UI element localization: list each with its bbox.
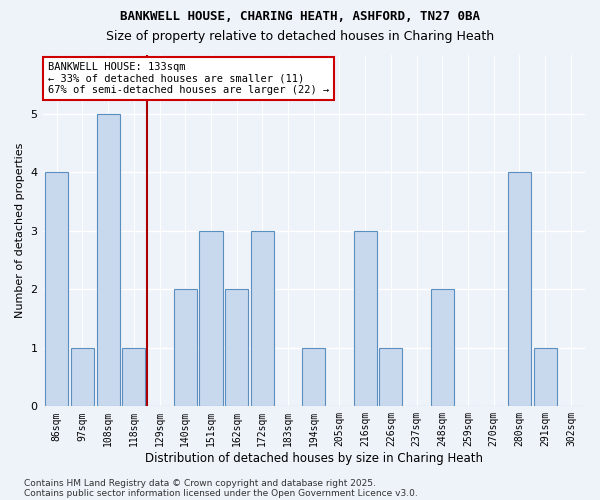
Bar	[97, 114, 119, 406]
Bar	[173, 289, 197, 406]
Text: Size of property relative to detached houses in Charing Heath: Size of property relative to detached ho…	[106, 30, 494, 43]
X-axis label: Distribution of detached houses by size in Charing Heath: Distribution of detached houses by size …	[145, 452, 483, 465]
Y-axis label: Number of detached properties: Number of detached properties	[15, 143, 25, 318]
Bar	[353, 230, 377, 406]
Bar	[251, 230, 274, 406]
Bar	[302, 348, 325, 406]
Bar	[533, 348, 557, 406]
Bar	[379, 348, 403, 406]
Bar	[508, 172, 531, 406]
Bar	[71, 348, 94, 406]
Text: Contains HM Land Registry data © Crown copyright and database right 2025.: Contains HM Land Registry data © Crown c…	[24, 478, 376, 488]
Bar	[122, 348, 145, 406]
Text: BANKWELL HOUSE, CHARING HEATH, ASHFORD, TN27 0BA: BANKWELL HOUSE, CHARING HEATH, ASHFORD, …	[120, 10, 480, 23]
Bar	[431, 289, 454, 406]
Bar	[199, 230, 223, 406]
Text: BANKWELL HOUSE: 133sqm
← 33% of detached houses are smaller (11)
67% of semi-det: BANKWELL HOUSE: 133sqm ← 33% of detached…	[48, 62, 329, 95]
Text: Contains public sector information licensed under the Open Government Licence v3: Contains public sector information licen…	[24, 488, 418, 498]
Bar	[45, 172, 68, 406]
Bar	[225, 289, 248, 406]
